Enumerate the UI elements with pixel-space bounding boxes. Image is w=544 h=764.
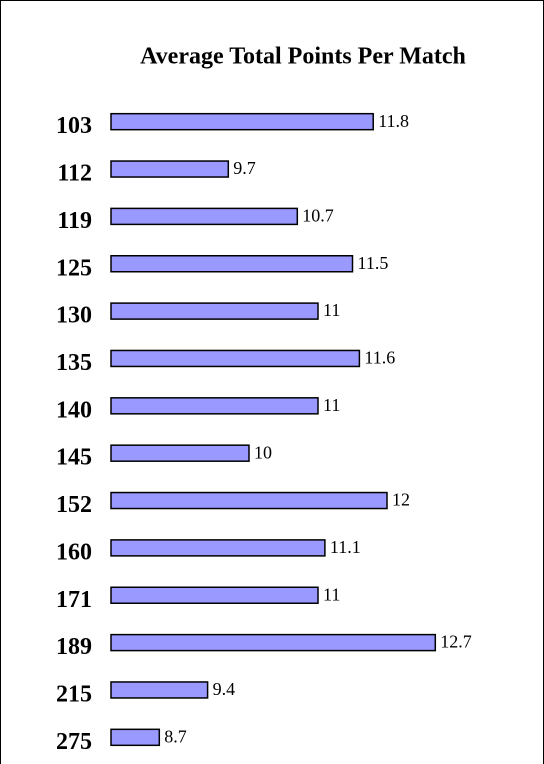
value-label: 11.5: [358, 253, 389, 273]
value-label: 11: [323, 300, 340, 320]
y-tick-label: 215: [56, 681, 92, 707]
y-tick-label: 171: [56, 587, 92, 613]
bar: [110, 728, 161, 747]
bar: [110, 207, 299, 226]
bar: [110, 397, 319, 415]
bar: [110, 302, 319, 320]
y-tick-label: 145: [56, 445, 92, 471]
y-tick-label: 130: [56, 303, 92, 329]
y-tick-label: 135: [56, 350, 92, 376]
y-tick-label: 125: [56, 255, 92, 281]
value-label: 11.6: [364, 348, 395, 368]
bar: [110, 160, 230, 178]
bar: [110, 633, 437, 652]
value-label: 12: [392, 490, 410, 510]
bar: [110, 681, 209, 699]
value-label: 11.8: [378, 111, 409, 131]
bar: [110, 491, 388, 510]
y-tick-label: 140: [56, 397, 92, 423]
y-tick-label: 103: [56, 113, 92, 139]
bar: [110, 444, 250, 462]
y-tick-label: 119: [57, 208, 92, 234]
bar: [110, 112, 374, 131]
y-tick-label: 112: [57, 161, 92, 187]
value-label: 9.7: [233, 158, 256, 178]
y-tick-label: 160: [56, 539, 92, 565]
bar: [110, 586, 319, 604]
bar: [110, 539, 326, 557]
value-label: 11: [323, 395, 340, 415]
bar: [110, 349, 361, 368]
value-label: 11.1: [330, 537, 361, 557]
value-label: 12.7: [440, 632, 472, 652]
y-tick-label: 152: [56, 492, 92, 518]
value-label: 11: [323, 584, 340, 604]
value-label: 10.7: [302, 206, 334, 226]
value-label: 10: [254, 442, 272, 462]
y-tick-label: 189: [56, 634, 92, 660]
value-label: 9.4: [213, 679, 236, 699]
value-label: 8.7: [164, 726, 187, 746]
bar: [110, 255, 354, 273]
y-tick-label: 275: [56, 729, 92, 755]
chart-title: Average Total Points Per Match: [140, 44, 466, 70]
